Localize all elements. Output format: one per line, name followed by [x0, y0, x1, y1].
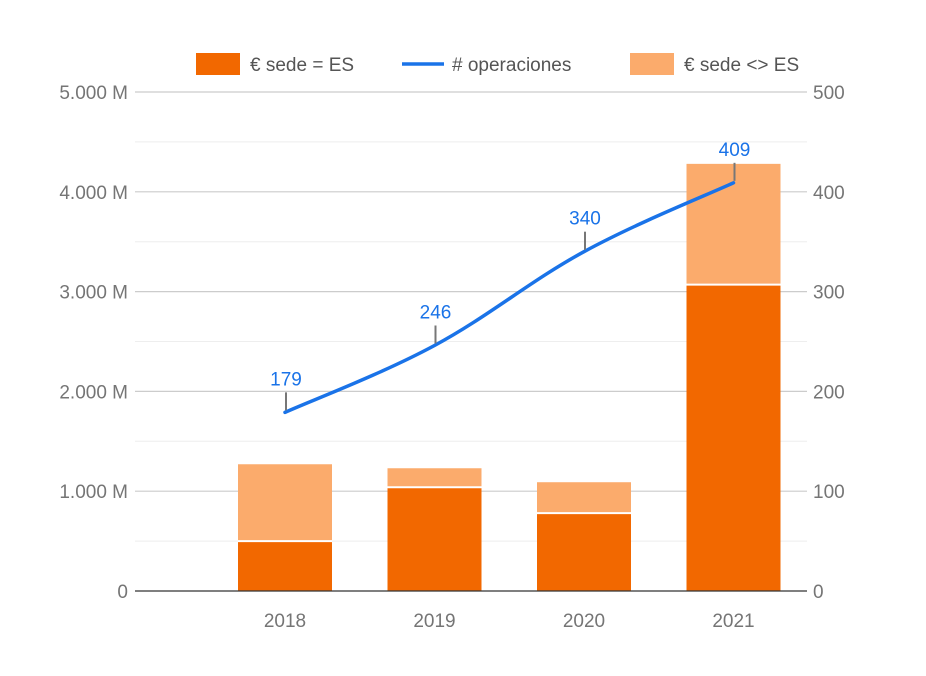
x-tick-label-2019: 2019	[413, 611, 455, 632]
left-tick-label: 5.000 M	[59, 83, 128, 104]
legend-label: # operaciones	[452, 55, 571, 76]
line-series: 179 246 340 409	[270, 140, 751, 415]
bar-sede-not-es-2020	[537, 482, 631, 514]
axes: 0 1.000 M 2.000 M 3.000 M 4.000 M 5.000 M 0 100…	[59, 83, 844, 632]
right-tick-label: 100	[813, 482, 845, 503]
left-tick-label: 4.000 M	[59, 183, 128, 204]
x-tick-label-2018: 2018	[264, 611, 306, 632]
bar-sede-es-2018	[238, 541, 332, 591]
legend-swatch	[630, 53, 674, 75]
bar-sede-not-es-2018	[238, 464, 332, 542]
bar-sede-not-es-2019	[387, 468, 482, 488]
legend: € sede = ES # operaciones € sede <> ES	[196, 53, 799, 76]
right-tick-label: 500	[813, 83, 845, 104]
left-tick-label: 0	[117, 582, 128, 603]
x-tick-label-2020: 2020	[563, 611, 605, 632]
left-tick-label: 1.000 M	[59, 482, 128, 503]
bar-sede-es-2021	[686, 284, 781, 591]
right-tick-label: 0	[813, 582, 824, 603]
right-tick-label: 300	[813, 283, 845, 304]
right-tick-label: 400	[813, 183, 845, 204]
right-tick-label: 200	[813, 382, 845, 403]
data-label-2021: 409	[719, 140, 751, 161]
legend-label: € sede = ES	[250, 55, 354, 76]
bar-sede-es-2020	[537, 513, 631, 591]
bar-series	[238, 163, 781, 591]
legend-label: € sede <> ES	[684, 55, 799, 76]
left-tick-label: 3.000 M	[59, 283, 128, 304]
x-tick-label-2021: 2021	[712, 611, 754, 632]
data-label-2018: 179	[270, 369, 302, 390]
data-label-2019: 246	[420, 302, 452, 323]
bar-sede-es-2019	[387, 487, 482, 591]
legend-swatch	[196, 53, 240, 75]
data-label-2020: 340	[569, 209, 601, 230]
line-operaciones	[283, 181, 736, 415]
left-tick-label: 2.000 M	[59, 382, 128, 403]
